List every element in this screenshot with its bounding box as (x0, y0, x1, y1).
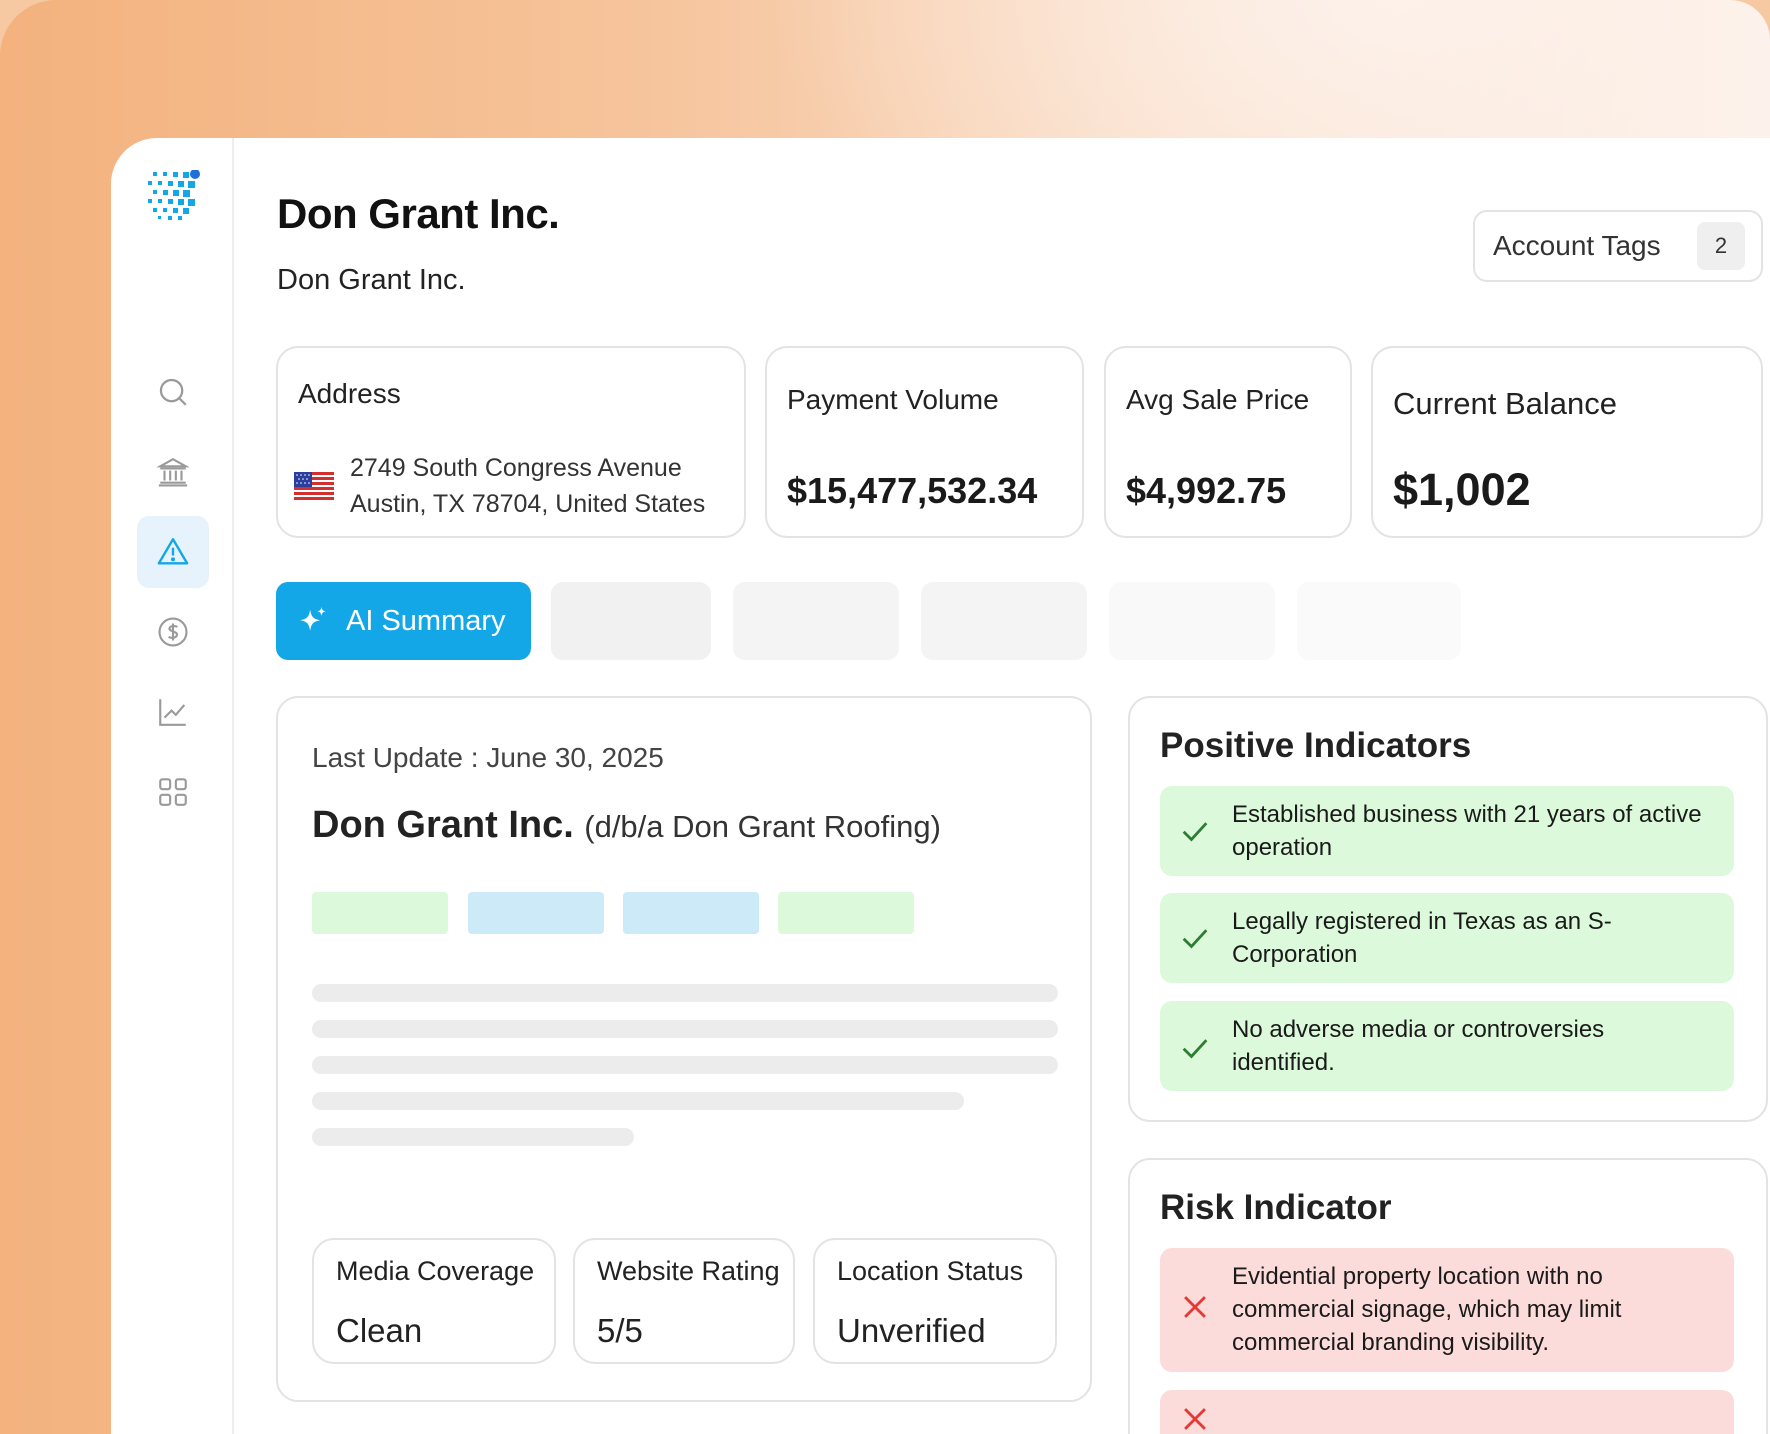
tab-placeholder[interactable] (921, 582, 1087, 660)
address-text: 2749 South Congress Avenue Austin, TX 78… (350, 450, 705, 522)
positive-indicator-item: No adverse media or controversies identi… (1160, 1001, 1734, 1091)
close-icon (1184, 1296, 1206, 1318)
tag-chip-placeholder (312, 892, 448, 934)
tag-chip-placeholder (468, 892, 604, 934)
page-subtitle: Don Grant Inc. (277, 264, 466, 296)
sidebar-item-analytics[interactable] (137, 676, 209, 748)
account-tags-label: Account Tags (1493, 230, 1661, 261)
search-icon (159, 378, 187, 406)
tab-placeholder[interactable] (1297, 582, 1461, 660)
company-heading: Don Grant Inc. (d/b/a Don Grant Roofing) (312, 804, 941, 847)
text-line-placeholder (312, 1092, 964, 1110)
positive-indicator-text: No adverse media or controversies identi… (1232, 1016, 1605, 1076)
location-status-value: Unverified (837, 1312, 986, 1349)
tab-placeholder[interactable] (733, 582, 899, 660)
risk-indicator-item: Evidential property location with no com… (1160, 1248, 1734, 1372)
avg-sale-price-label: Avg Sale Price (1126, 384, 1310, 415)
positive-indicators-title: Positive Indicators (1160, 726, 1472, 765)
media-coverage-label: Media Coverage (336, 1256, 535, 1286)
company-name: Don Grant Inc. (312, 804, 574, 846)
positive-indicator-item: Established business with 21 years of ac… (1160, 786, 1734, 876)
grid-icon (159, 778, 187, 806)
website-rating-card: Website Rating 5/5 (573, 1238, 795, 1364)
sidebar (111, 138, 234, 1434)
risk-indicator-text: Evidential property location with no com… (1232, 1263, 1622, 1356)
check-icon (1182, 929, 1208, 949)
last-update-text: Last Update : June 30, 2025 (312, 742, 664, 773)
sparkle-icon (300, 606, 326, 631)
positive-indicator-item: Legally registered in Texas as an S-Corp… (1160, 893, 1734, 983)
tab-placeholder[interactable] (1109, 582, 1275, 660)
media-coverage-card: Media Coverage Clean (312, 1238, 556, 1364)
close-icon (1184, 1408, 1206, 1430)
text-line-placeholder (312, 984, 1058, 1002)
dollar-circle-icon (158, 617, 188, 647)
avg-sale-price-card: Avg Sale Price $4,992.75 (1104, 346, 1352, 538)
risk-indicator-panel: Risk Indicator Evidential property locat… (1128, 1158, 1768, 1434)
media-coverage-value: Clean (336, 1312, 423, 1349)
us-flag-icon (294, 472, 334, 500)
logo-icon (148, 170, 200, 220)
sidebar-item-apps[interactable] (137, 756, 209, 828)
positive-indicators-panel: Positive Indicators Established business… (1128, 696, 1768, 1122)
address-line-1: 2749 South Congress Avenue (350, 454, 682, 482)
positive-indicator-text: Established business with 21 years of ac… (1232, 801, 1702, 861)
account-tags-button[interactable]: Account Tags 2 (1473, 210, 1763, 282)
check-icon (1182, 1039, 1208, 1059)
payment-volume-card: Payment Volume $15,477,532.34 (765, 346, 1084, 538)
sidebar-item-bank[interactable] (137, 436, 209, 508)
ai-summary-panel: Last Update : June 30, 2025 Don Grant In… (276, 696, 1092, 1402)
tag-chip-placeholder (623, 892, 759, 934)
website-rating-value: 5/5 (597, 1312, 643, 1349)
location-status-card: Location Status Unverified (813, 1238, 1057, 1364)
tab-placeholder[interactable] (551, 582, 711, 660)
bank-icon (156, 458, 190, 487)
current-balance-label: Current Balance (1393, 386, 1618, 421)
positive-indicator-text: Legally registered in Texas as an S-Corp… (1232, 908, 1612, 968)
risk-indicator-item (1160, 1390, 1734, 1434)
payment-volume-label: Payment Volume (787, 384, 999, 415)
text-line-placeholder (312, 1128, 634, 1146)
address-label: Address (298, 378, 401, 409)
alert-triangle-icon (157, 538, 189, 565)
page-title: Don Grant Inc. (277, 190, 560, 237)
app-window: Don Grant Inc. Don Grant Inc. Account Ta… (111, 138, 1770, 1434)
company-dba: (d/b/a Don Grant Roofing) (584, 809, 941, 844)
tag-chip-placeholder (778, 892, 914, 934)
check-icon (1182, 822, 1208, 842)
account-tags-count: 2 (1697, 222, 1745, 270)
sidebar-item-alerts[interactable] (137, 516, 209, 588)
risk-indicator-title: Risk Indicator (1160, 1188, 1392, 1227)
payment-volume-value: $15,477,532.34 (787, 470, 1038, 511)
avg-sale-price-value: $4,992.75 (1126, 470, 1287, 511)
tab-ai-summary[interactable]: AI Summary (276, 582, 531, 660)
sidebar-item-search[interactable] (137, 356, 209, 428)
website-rating-label: Website Rating (597, 1256, 780, 1286)
tab-ai-summary-label: AI Summary (346, 604, 506, 637)
current-balance-value: $1,002 (1393, 464, 1531, 515)
address-card: Address 2749 South Congress Avenue Austi… (276, 346, 746, 538)
current-balance-card: Current Balance $1,002 (1371, 346, 1763, 538)
text-line-placeholder (312, 1056, 1058, 1074)
location-status-label: Location Status (837, 1256, 1024, 1286)
text-line-placeholder (312, 1020, 1058, 1038)
chart-line-icon (159, 699, 186, 726)
address-line-2: Austin, TX 78704, United States (350, 490, 706, 518)
sidebar-item-payments[interactable] (137, 596, 209, 668)
